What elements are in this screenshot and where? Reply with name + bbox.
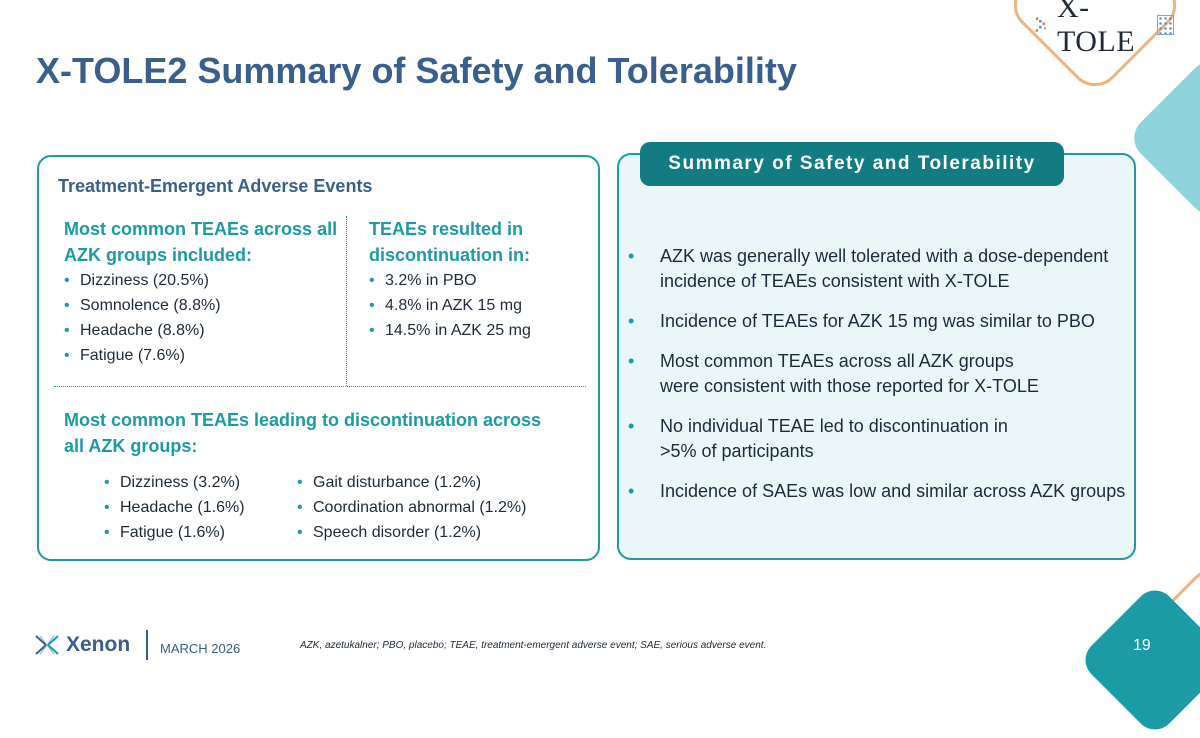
footnote: AZK, azetukalner; PBO, placebo; TEAE, tr…: [300, 640, 767, 651]
page-title: X-TOLE2 Summary of Safety and Tolerabili…: [36, 50, 797, 91]
list-item: Speech disorder (1.2%): [297, 520, 526, 545]
discontinuation-heading: TEAEs resulted in discontinuation in:: [369, 219, 530, 265]
footer-divider: [146, 630, 148, 660]
discontinuation-teaes-list-a: Dizziness (3.2%) Headache (1.6%) Fatigue…: [104, 470, 245, 545]
teae-panel: [37, 155, 600, 561]
xenon-logo: Xenon: [34, 633, 130, 657]
x-tole-dots-icon: [1035, 17, 1046, 32]
discontinuation-teaes-list-b: Gait disturbance (1.2%) Coordination abn…: [297, 470, 526, 545]
list-item: Coordination abnormal (1.2%): [297, 495, 526, 520]
list-item: Somnolence (8.8%): [64, 293, 221, 318]
footer-date: MARCH 2026: [160, 641, 241, 656]
list-item: Headache (1.6%): [104, 495, 245, 520]
page-number: 19: [1133, 637, 1151, 654]
decorative-teal-diamond: [1125, 53, 1200, 223]
list-item: Headache (8.8%): [64, 318, 221, 343]
list-item: Fatigue (7.6%): [64, 343, 221, 368]
summary-list: AZK was generally well tolerated with a …: [628, 244, 1128, 519]
horizontal-divider: [54, 386, 586, 387]
xenon-x-icon: [35, 635, 59, 655]
list-item: AZK was generally well tolerated with a …: [628, 244, 1128, 294]
summary-panel-header: Summary of Safety and Tolerability: [640, 142, 1064, 186]
common-teaes-list: Dizziness (20.5%) Somnolence (8.8%) Head…: [64, 268, 221, 368]
list-item: Dizziness (3.2%): [104, 470, 245, 495]
list-item: Incidence of TEAEs for AZK 15 mg was sim…: [628, 309, 1128, 334]
list-item: 4.8% in AZK 15 mg: [369, 293, 531, 318]
list-item: Fatigue (1.6%): [104, 520, 245, 545]
list-item: Gait disturbance (1.2%): [297, 470, 526, 495]
common-teaes-heading: Most common TEAEs across all AZK groups …: [64, 219, 338, 265]
vertical-divider: [346, 216, 347, 386]
x-tole-grid-icon: [1156, 15, 1174, 35]
list-item: Most common TEAEs across all AZK groups …: [628, 349, 1128, 399]
discontinuation-list: 3.2% in PBO 4.8% in AZK 15 mg 14.5% in A…: [369, 268, 531, 343]
list-item: 14.5% in AZK 25 mg: [369, 318, 531, 343]
list-item: No individual TEAE led to discontinuatio…: [628, 414, 1128, 464]
x-tole-wordmark: X-TOLE: [1056, 0, 1136, 58]
xenon-wordmark: Xenon: [66, 633, 131, 656]
list-item: 3.2% in PBO: [369, 268, 531, 293]
discontinuation-teaes-heading: Most common TEAEs leading to discontinua…: [64, 410, 542, 456]
list-item: Incidence of SAEs was low and similar ac…: [628, 479, 1128, 504]
list-item: Dizziness (20.5%): [64, 268, 221, 293]
x-tole-logo: X-TOLE: [1034, 0, 1174, 58]
teae-panel-heading: Treatment-Emergent Adverse Events: [58, 176, 373, 196]
